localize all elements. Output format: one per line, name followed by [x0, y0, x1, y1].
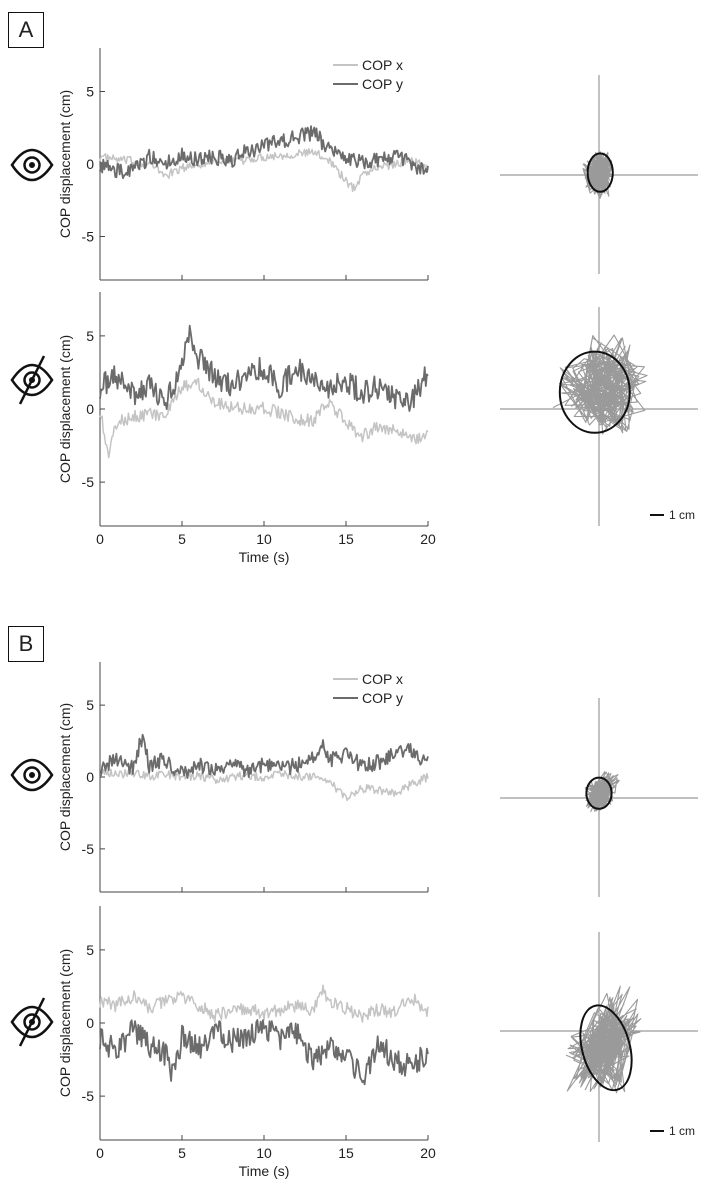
legend: COP x COP y [333, 671, 403, 706]
timeseries-plot-2: -5 0 5 COP displacement (cm) COP x COP y [57, 662, 429, 893]
y-tick-label: 0 [86, 156, 94, 172]
sway-path [584, 771, 620, 813]
series-line-cop-x [99, 768, 429, 802]
series-line-cop-x [99, 148, 429, 193]
confidence-ellipse [579, 1004, 633, 1092]
eye-outline [10, 148, 54, 182]
y-tick-label: 5 [86, 328, 94, 344]
x-tick-label: 10 [256, 531, 272, 547]
y-tick-label: 5 [86, 697, 94, 713]
timeseries-plot-1: -5 0 5 0 5 10 15 20 Time (s) COP displacement (cm… [57, 292, 436, 565]
sway-path [552, 334, 648, 435]
stabilogram-3: 1 cm [500, 932, 698, 1142]
confidence-ellipse [586, 152, 614, 193]
legend-label: COP x [362, 57, 403, 73]
x-tick-label: 0 [96, 531, 104, 547]
eye-iris [23, 156, 41, 174]
eye-closed-icon [10, 997, 54, 1047]
eye-pupil [29, 772, 35, 778]
y-tick-label: -5 [82, 841, 95, 857]
eye-iris [23, 371, 41, 389]
panel-label-b: B [8, 626, 44, 662]
eye-outline [10, 758, 54, 792]
x-tick-label: 10 [256, 1145, 272, 1161]
legend: COP x COP y [333, 57, 403, 92]
y-tick-label: 0 [86, 401, 94, 417]
y-tick-label: -5 [82, 474, 95, 490]
x-axis-label: Time (s) [239, 1163, 290, 1179]
y-axis-label: COP displacement (cm) [57, 703, 73, 851]
y-axis-label: COP displacement (cm) [57, 90, 73, 238]
sway-path [565, 985, 642, 1094]
stabilogram-1: 1 cm [500, 307, 698, 526]
y-tick-label: 0 [86, 1015, 94, 1031]
confidence-ellipse [585, 776, 613, 810]
eye-closed-icon [10, 355, 54, 405]
x-tick-label: 0 [96, 1145, 104, 1161]
sway-path [582, 151, 613, 199]
x-tick-label: 5 [178, 1145, 186, 1161]
eye-outline [10, 363, 54, 397]
y-axis-label: COP displacement (cm) [57, 335, 73, 483]
legend-label: COP y [362, 76, 403, 92]
eye-iris [23, 766, 41, 784]
eye-iris [23, 1013, 41, 1031]
eye-open-icon [10, 758, 54, 792]
series-line-cop-y [99, 733, 429, 779]
series-line-cop-y [99, 125, 429, 180]
timeseries-plot-0: -5 0 5 COP displacement (cm) COP x COP y [57, 48, 429, 281]
eye-slash [18, 997, 46, 1047]
scale-bar-label: 1 cm [669, 1124, 695, 1138]
series-line-cop-x [99, 984, 429, 1023]
x-tick-label: 5 [178, 531, 186, 547]
x-tick-label: 20 [420, 531, 436, 547]
legend-label: COP y [362, 690, 403, 706]
scale-bar-label: 1 cm [669, 508, 695, 522]
y-tick-label: -5 [82, 1088, 95, 1104]
x-axis-label: Time (s) [239, 549, 290, 565]
legend-label: COP x [362, 671, 403, 687]
eye-outline [10, 1005, 54, 1039]
x-tick-label: 15 [338, 531, 354, 547]
eye-open-icon [10, 148, 54, 182]
y-tick-label: 5 [86, 84, 94, 100]
stabilogram-2 [500, 698, 698, 897]
eye-pupil [29, 162, 35, 168]
y-tick-label: -5 [82, 229, 95, 245]
y-tick-label: 5 [86, 942, 94, 958]
stabilogram-0 [500, 75, 698, 274]
series-line-cop-y [99, 324, 429, 412]
panel-label-a: A [8, 12, 44, 48]
y-tick-label: 0 [86, 769, 94, 785]
series-line-cop-x [99, 377, 429, 459]
eye-slash [18, 355, 46, 405]
timeseries-plot-3: -5 0 5 0 5 10 15 20 Time (s) COP displacement (cm… [57, 906, 436, 1179]
x-tick-label: 20 [420, 1145, 436, 1161]
x-tick-label: 15 [338, 1145, 354, 1161]
y-axis-label: COP displacement (cm) [57, 949, 73, 1097]
confidence-ellipse [558, 350, 631, 434]
series-line-cop-y [99, 1019, 429, 1086]
